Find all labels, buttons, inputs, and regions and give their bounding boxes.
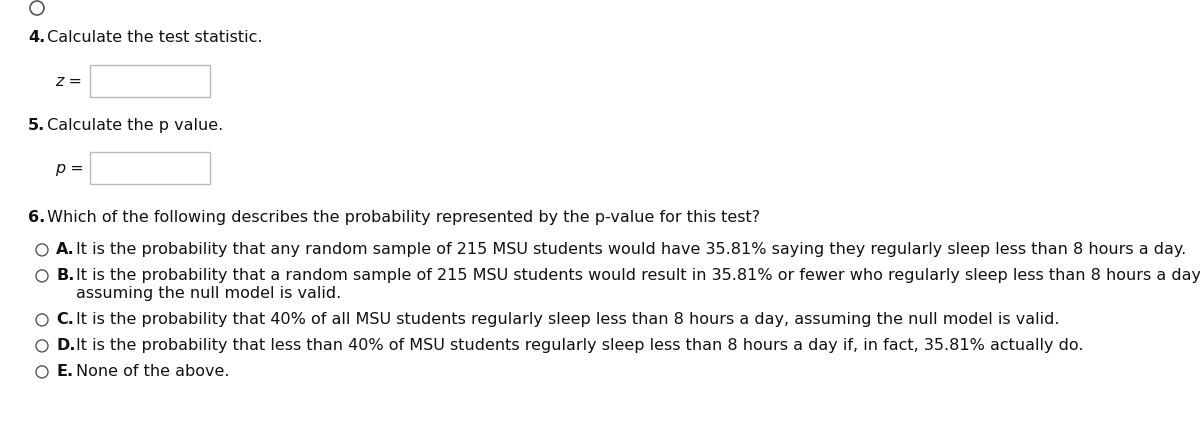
Text: B.: B. bbox=[56, 269, 74, 283]
Text: A.: A. bbox=[56, 242, 74, 258]
Text: Calculate the p value.: Calculate the p value. bbox=[42, 118, 223, 133]
Text: C.: C. bbox=[56, 312, 74, 327]
Text: 5.: 5. bbox=[28, 118, 46, 133]
Text: Which of the following describes the probability represented by the p-value for : Which of the following describes the pro… bbox=[42, 210, 760, 225]
Bar bbox=[90, 152, 210, 184]
Text: It is the probability that any random sample of 215 MSU students would have 35.8: It is the probability that any random sa… bbox=[76, 242, 1187, 258]
Text: D.: D. bbox=[56, 338, 76, 354]
Text: z =: z = bbox=[55, 74, 82, 88]
Text: p =: p = bbox=[55, 161, 84, 176]
Text: 6.: 6. bbox=[28, 210, 46, 225]
Text: It is the probability that a random sample of 215 MSU students would result in 3: It is the probability that a random samp… bbox=[76, 269, 1200, 283]
Text: Calculate the test statistic.: Calculate the test statistic. bbox=[42, 30, 263, 45]
Text: It is the probability that 40% of all MSU students regularly sleep less than 8 h: It is the probability that 40% of all MS… bbox=[76, 312, 1060, 327]
Bar bbox=[90, 65, 210, 97]
Text: None of the above.: None of the above. bbox=[76, 364, 229, 380]
Text: E.: E. bbox=[56, 364, 73, 380]
Text: assuming the null model is valid.: assuming the null model is valid. bbox=[76, 286, 341, 301]
Text: 4.: 4. bbox=[28, 30, 46, 45]
Text: It is the probability that less than 40% of MSU students regularly sleep less th: It is the probability that less than 40%… bbox=[76, 338, 1084, 354]
